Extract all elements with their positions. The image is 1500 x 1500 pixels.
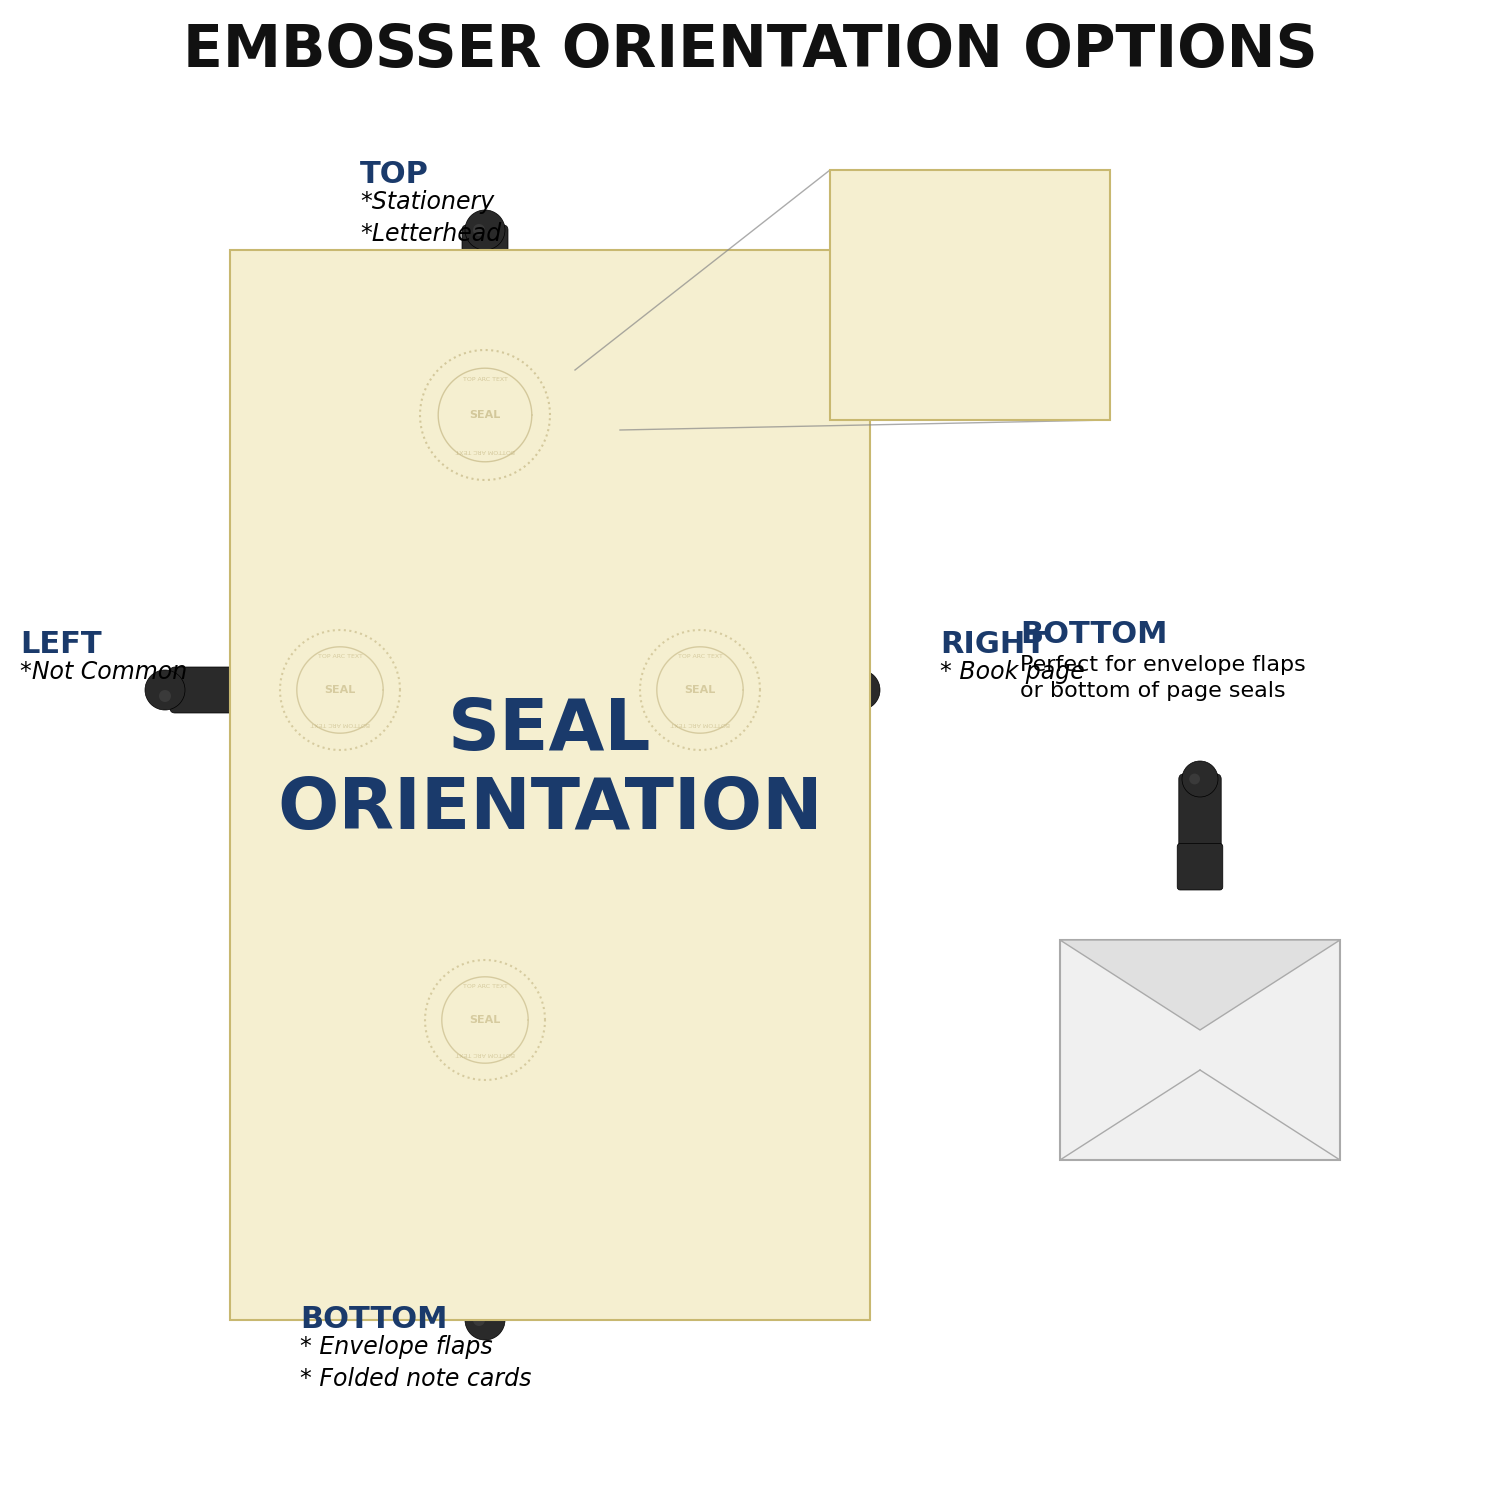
Text: TOP ARC TEXT: TOP ARC TEXT	[678, 654, 723, 660]
Text: TOP: TOP	[360, 160, 429, 189]
Text: *Stationery
*Letterhead: *Stationery *Letterhead	[360, 190, 501, 246]
Circle shape	[472, 1314, 484, 1326]
Circle shape	[1190, 774, 1200, 784]
Text: SEAL
ORIENTATION: SEAL ORIENTATION	[278, 696, 824, 844]
FancyBboxPatch shape	[1179, 774, 1221, 856]
Text: BOTTOM: BOTTOM	[300, 1305, 447, 1334]
FancyBboxPatch shape	[248, 664, 298, 716]
Text: TOP ARC TEXT: TOP ARC TEXT	[318, 654, 363, 660]
FancyBboxPatch shape	[230, 251, 870, 1320]
Circle shape	[159, 690, 171, 702]
FancyBboxPatch shape	[728, 664, 778, 716]
FancyBboxPatch shape	[460, 302, 510, 352]
Text: BOTTOM ARC TEXT: BOTTOM ARC TEXT	[1170, 992, 1230, 998]
Text: BOTTOM ARC TEXT: BOTTOM ARC TEXT	[310, 720, 369, 726]
Text: BOTTOM ARC TEXT: BOTTOM ARC TEXT	[456, 1050, 514, 1056]
Polygon shape	[1060, 940, 1340, 1030]
FancyBboxPatch shape	[462, 1226, 509, 1316]
Text: * Envelope flaps
* Folded note cards: * Envelope flaps * Folded note cards	[300, 1335, 531, 1390]
Text: Perfect for envelope flaps
or bottom of page seals: Perfect for envelope flaps or bottom of …	[1020, 656, 1305, 702]
FancyBboxPatch shape	[1178, 843, 1222, 890]
FancyBboxPatch shape	[460, 1186, 510, 1237]
Circle shape	[465, 210, 506, 251]
Text: *Not Common: *Not Common	[20, 660, 188, 684]
FancyBboxPatch shape	[830, 170, 1110, 420]
Circle shape	[472, 224, 484, 236]
Text: TOP ARC TEXT: TOP ARC TEXT	[1178, 954, 1222, 958]
Text: SEAL: SEAL	[684, 686, 716, 694]
Text: BOTTOM: BOTTOM	[1020, 620, 1167, 650]
Text: SEAL: SEAL	[470, 410, 501, 420]
Circle shape	[1182, 760, 1218, 796]
Circle shape	[853, 690, 865, 702]
Text: SEAL: SEAL	[945, 296, 996, 314]
Text: BOTTOM ARC TEXT: BOTTOM ARC TEXT	[930, 345, 1010, 354]
FancyBboxPatch shape	[765, 668, 855, 712]
Text: SEAL: SEAL	[1185, 970, 1215, 980]
FancyBboxPatch shape	[170, 668, 260, 712]
FancyBboxPatch shape	[1060, 940, 1340, 1160]
Text: TOP ARC TEXT: TOP ARC TEXT	[940, 255, 1000, 264]
FancyBboxPatch shape	[462, 225, 509, 315]
Text: LEFT: LEFT	[20, 630, 102, 658]
Circle shape	[146, 670, 184, 710]
Text: RIGHT: RIGHT	[940, 630, 1046, 658]
Text: BOTTOM ARC TEXT: BOTTOM ARC TEXT	[456, 448, 514, 453]
Text: EMBOSSER ORIENTATION OPTIONS: EMBOSSER ORIENTATION OPTIONS	[183, 21, 1317, 78]
Circle shape	[465, 1300, 506, 1340]
Text: BOTTOM ARC TEXT: BOTTOM ARC TEXT	[670, 720, 729, 726]
Text: TOP ARC TEXT: TOP ARC TEXT	[462, 376, 507, 382]
Text: SEAL: SEAL	[470, 1016, 501, 1025]
Text: TOP ARC TEXT: TOP ARC TEXT	[462, 984, 507, 990]
Text: SEAL: SEAL	[324, 686, 356, 694]
Circle shape	[840, 670, 880, 710]
Text: * Book page: * Book page	[940, 660, 1084, 684]
